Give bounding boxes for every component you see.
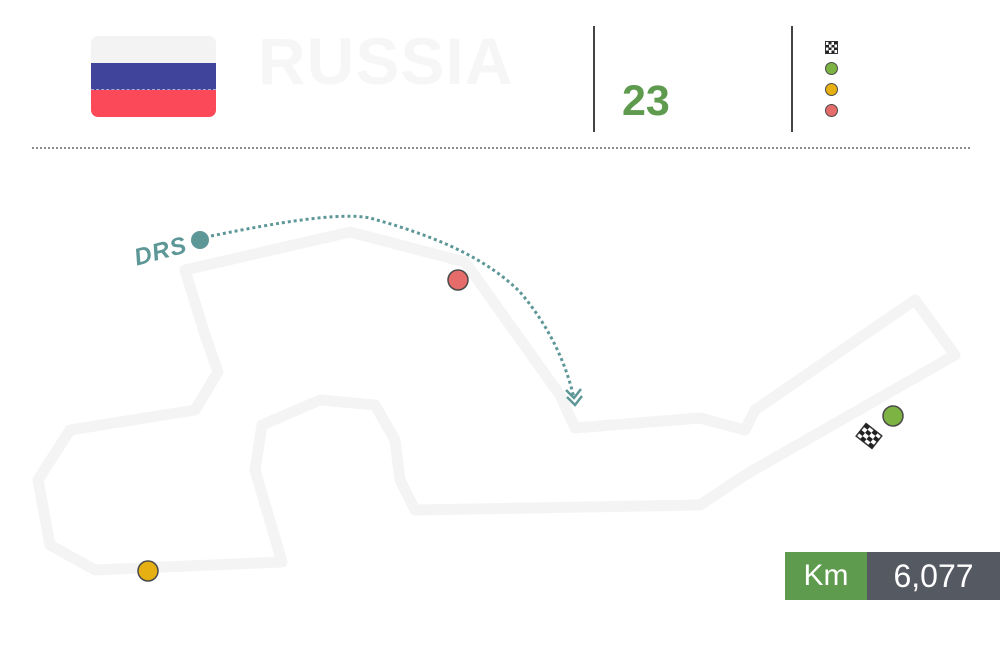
legend-item-start: [825, 37, 848, 58]
yellow-marker: [137, 560, 159, 582]
flag-stripe-blue: [91, 63, 216, 90]
red-dot-icon: [825, 104, 838, 117]
green-dot-icon: [825, 62, 838, 75]
header-separator-1: [593, 26, 595, 132]
legend-item-yellow: [825, 79, 848, 100]
laps-count: 23: [622, 77, 670, 125]
yellow-dot-icon: [825, 83, 838, 96]
checkered-flag-icon: [825, 41, 838, 54]
legend-item-red: [825, 100, 848, 121]
country-name: RUSSIA: [258, 24, 514, 98]
header-divider: [32, 147, 970, 149]
legend: [825, 37, 848, 121]
drs-zone-path: [210, 214, 576, 399]
flag-stripe-white: [91, 36, 216, 63]
header-separator-2: [791, 26, 793, 132]
length-value: 6,077: [867, 552, 1000, 600]
flag-stripe-red: [91, 90, 216, 117]
country-flag: [91, 36, 216, 117]
green-marker: [882, 405, 904, 427]
track-length-box: Km 6,077: [785, 552, 1000, 600]
red-marker: [447, 269, 469, 291]
drs-arrow-icon: [565, 388, 583, 407]
checkered-flag-marker-icon: [855, 422, 883, 450]
track-outline: [32, 226, 961, 576]
length-unit: Km: [785, 552, 867, 600]
legend-item-green: [825, 58, 848, 79]
drs-start-marker: [191, 231, 209, 249]
